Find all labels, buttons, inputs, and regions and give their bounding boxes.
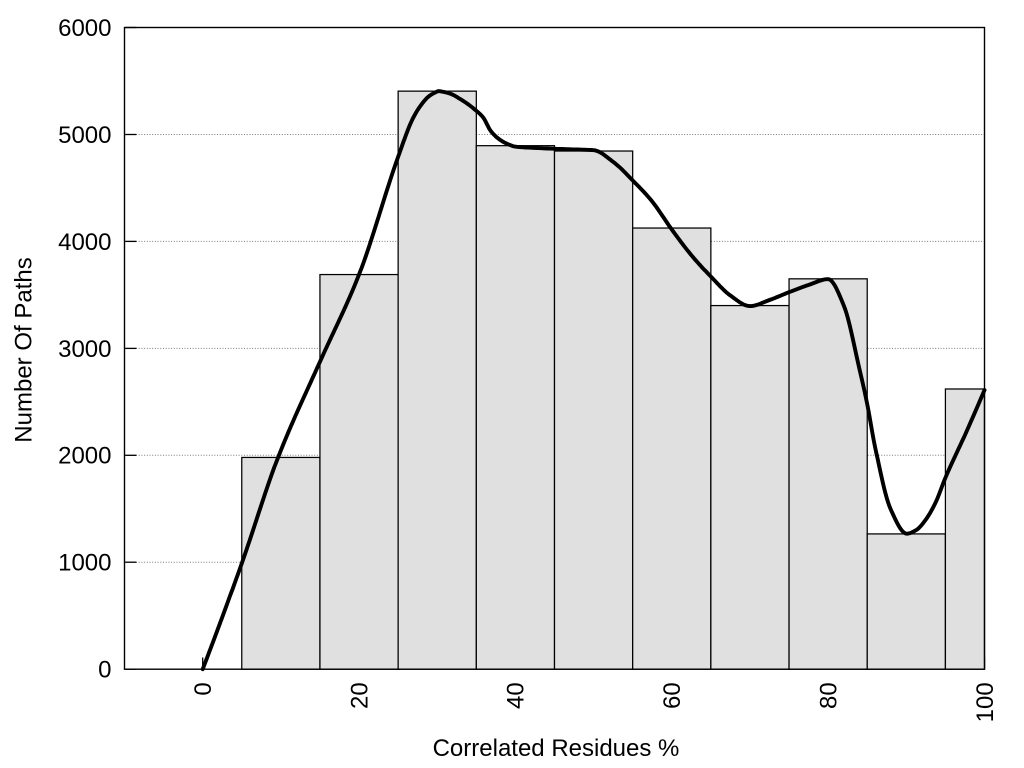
svg-text:60: 60	[659, 682, 686, 709]
svg-text:40: 40	[503, 682, 530, 709]
svg-text:5000: 5000	[58, 122, 111, 149]
svg-text:2000: 2000	[58, 443, 111, 470]
svg-text:Correlated Residues %: Correlated Residues %	[433, 735, 680, 762]
svg-text:0: 0	[98, 657, 111, 684]
svg-text:4000: 4000	[58, 229, 111, 256]
svg-text:6000: 6000	[58, 15, 111, 42]
svg-text:80: 80	[815, 682, 842, 709]
svg-text:3000: 3000	[58, 336, 111, 363]
svg-text:0: 0	[190, 682, 217, 695]
svg-text:1000: 1000	[58, 550, 111, 577]
svg-text:Number Of Paths: Number Of Paths	[11, 257, 38, 442]
svg-text:100: 100	[972, 682, 999, 722]
svg-text:20: 20	[346, 682, 373, 709]
